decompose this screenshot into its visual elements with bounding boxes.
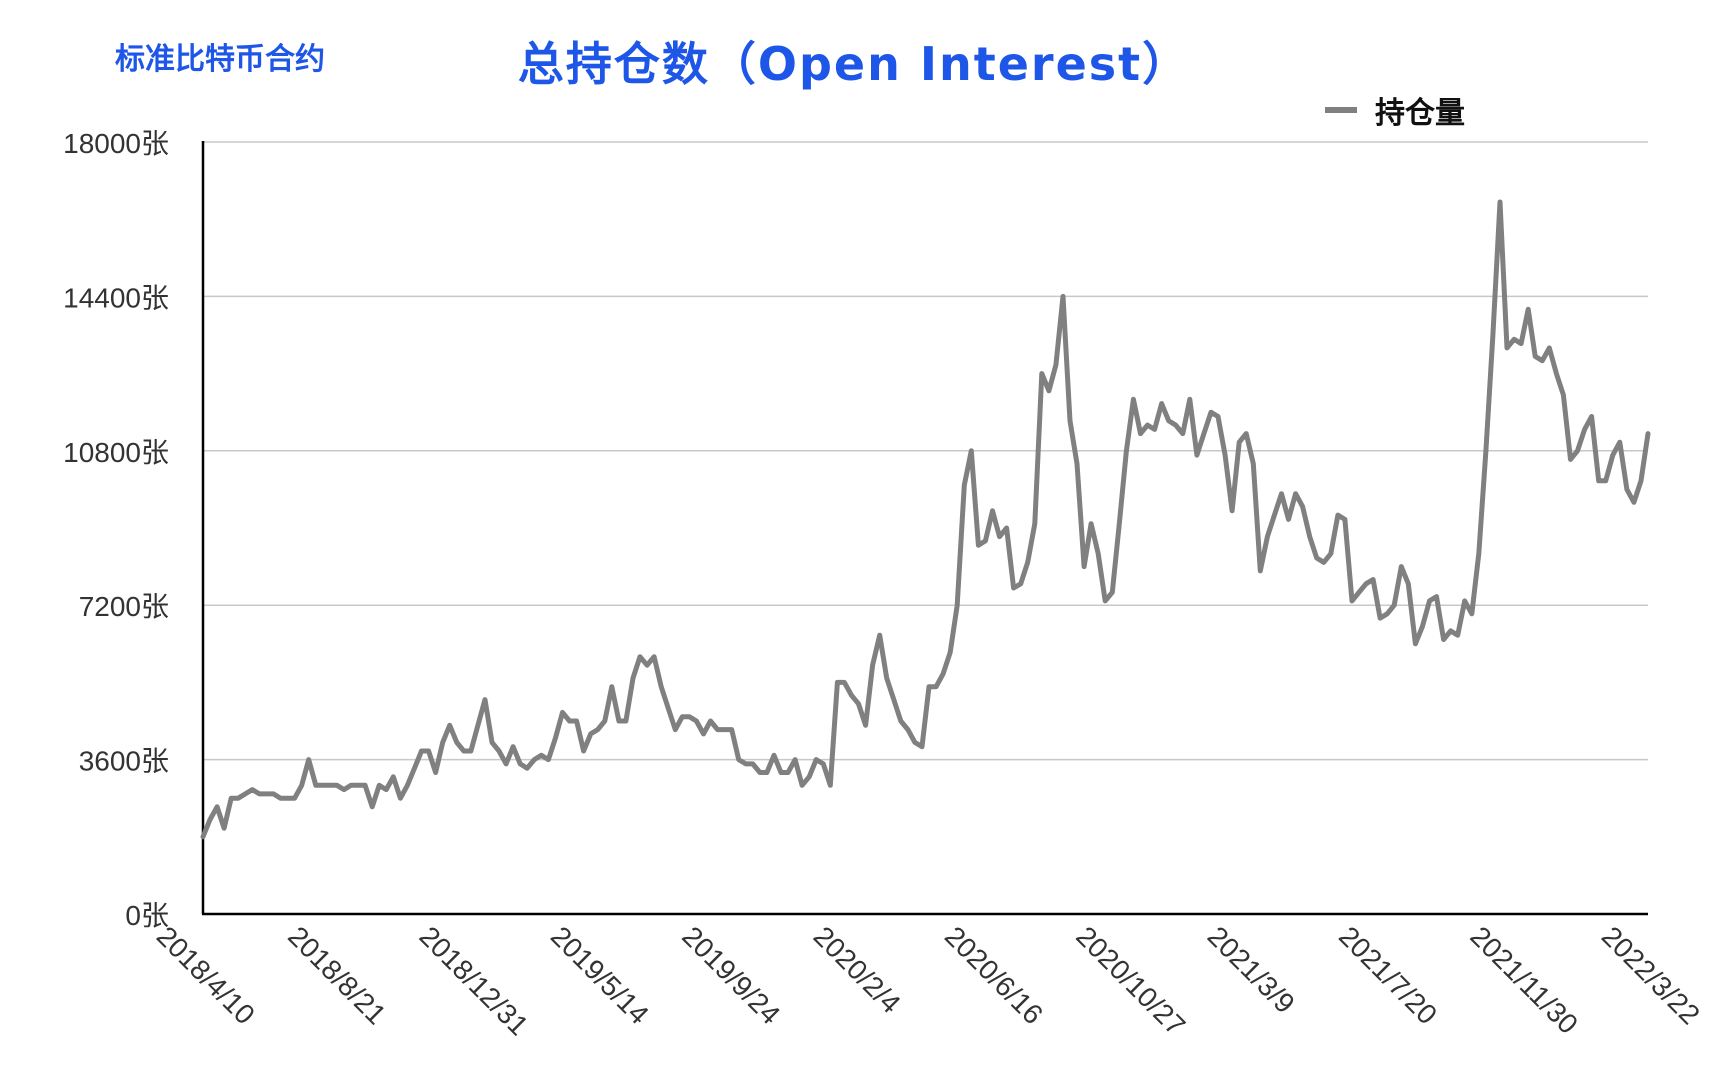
y-axis-tick-labels: 0张 3600张 7200张 10800张 14400张 18000张 xyxy=(63,128,169,931)
y-tick-label: 14400张 xyxy=(63,282,169,313)
y-tick-label: 0张 xyxy=(125,900,169,931)
x-tick-label: 2020/10/27 xyxy=(1070,920,1191,1041)
y-tick-label: 7200张 xyxy=(79,591,169,622)
x-tick-label: 2019/5/14 xyxy=(545,920,655,1030)
y-tick-label: 10800张 xyxy=(63,437,169,468)
x-tick-label: 2018/12/31 xyxy=(413,920,534,1041)
x-axis-tick-labels: 2018/4/10 2018/8/21 2018/12/31 2019/5/14 201… xyxy=(151,920,1706,1041)
legend: 持仓量 xyxy=(1325,88,1465,132)
x-tick-label: 2018/8/21 xyxy=(282,920,392,1030)
legend-label: 持仓量 xyxy=(1375,96,1465,131)
series-line-open-interest xyxy=(200,199,1651,840)
x-tick-label: 2020/6/16 xyxy=(939,920,1049,1030)
x-tick-label: 2021/7/20 xyxy=(1333,920,1443,1030)
x-tick-label: 2022/3/22 xyxy=(1596,920,1706,1030)
x-tick-label: 2021/3/9 xyxy=(1202,920,1301,1019)
x-tick-label: 2021/11/30 xyxy=(1464,920,1584,1040)
legend-swatch xyxy=(1325,107,1357,113)
x-tick-label: 2020/2/4 xyxy=(808,920,907,1019)
gridlines xyxy=(203,141,1648,761)
x-tick-label: 2019/9/24 xyxy=(676,920,786,1030)
contract-label: 标准比特币合约 xyxy=(115,42,325,77)
y-tick-label: 3600张 xyxy=(79,746,169,777)
chart-title: 总持仓数（Open Interest） xyxy=(517,37,1191,91)
y-tick-label: 18000张 xyxy=(63,128,169,159)
x-tick-label: 2018/4/10 xyxy=(151,920,261,1030)
